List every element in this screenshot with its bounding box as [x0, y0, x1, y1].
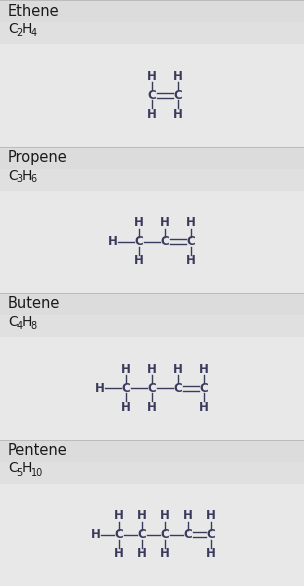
Text: C: C [8, 462, 18, 475]
Text: H: H [173, 363, 183, 376]
Text: C: C [8, 169, 18, 182]
Bar [0, 293, 304, 315]
Text: H: H [121, 401, 131, 414]
Text: C: C [148, 381, 156, 395]
Bar [0, 0, 304, 22]
Text: H: H [160, 547, 170, 560]
Bar [0, 315, 304, 337]
Text: Propene: Propene [8, 150, 68, 165]
Text: H: H [134, 254, 144, 267]
Text: 2: 2 [16, 28, 22, 38]
Text: H: H [186, 254, 196, 267]
Bar [0, 462, 304, 483]
Text: H: H [206, 509, 216, 522]
Text: H: H [160, 216, 170, 229]
Text: C: C [135, 235, 143, 248]
Text: H: H [160, 509, 170, 522]
Text: H: H [108, 235, 118, 248]
Text: C: C [8, 315, 18, 329]
Text: C: C [184, 528, 192, 541]
Text: H: H [147, 401, 157, 414]
Text: H: H [22, 462, 32, 475]
Text: H: H [114, 547, 124, 560]
Text: H: H [134, 216, 144, 229]
Text: C: C [148, 88, 156, 102]
Text: H: H [137, 547, 147, 560]
Text: 4: 4 [16, 321, 22, 331]
Bar [0, 190, 304, 293]
Bar [0, 146, 304, 169]
Text: C: C [200, 381, 208, 395]
Text: 5: 5 [16, 468, 22, 478]
Text: C: C [138, 528, 146, 541]
Text: Pentene: Pentene [8, 443, 68, 458]
Text: H: H [91, 528, 101, 541]
Text: H: H [22, 22, 32, 36]
Bar [0, 22, 304, 44]
Bar [0, 440, 304, 462]
Text: H: H [199, 363, 209, 376]
Text: C: C [174, 381, 182, 395]
Text: H: H [199, 401, 209, 414]
Text: Ethene: Ethene [8, 4, 60, 19]
Text: H: H [137, 509, 147, 522]
Text: H: H [173, 70, 183, 83]
Text: 10: 10 [31, 468, 43, 478]
Text: H: H [186, 216, 196, 229]
Text: H: H [22, 169, 32, 182]
Text: H: H [121, 363, 131, 376]
Bar [0, 169, 304, 190]
Text: H: H [22, 315, 32, 329]
Text: H: H [183, 509, 193, 522]
Bar [0, 483, 304, 586]
Text: C: C [122, 381, 130, 395]
Text: 4: 4 [31, 28, 37, 38]
Text: H: H [114, 509, 124, 522]
Text: C: C [8, 22, 18, 36]
Text: 6: 6 [31, 175, 37, 185]
Text: H: H [173, 108, 183, 121]
Text: C: C [174, 88, 182, 102]
Text: H: H [147, 108, 157, 121]
Text: 3: 3 [16, 175, 22, 185]
Text: H: H [95, 381, 105, 395]
Text: C: C [161, 235, 169, 248]
Text: H: H [147, 70, 157, 83]
Text: C: C [161, 528, 169, 541]
Text: C: C [207, 528, 215, 541]
Text: Butene: Butene [8, 297, 60, 312]
Bar [0, 44, 304, 146]
Text: 8: 8 [31, 321, 37, 331]
Text: C: C [115, 528, 123, 541]
Bar [0, 337, 304, 440]
Text: H: H [147, 363, 157, 376]
Text: H: H [206, 547, 216, 560]
Text: C: C [187, 235, 195, 248]
